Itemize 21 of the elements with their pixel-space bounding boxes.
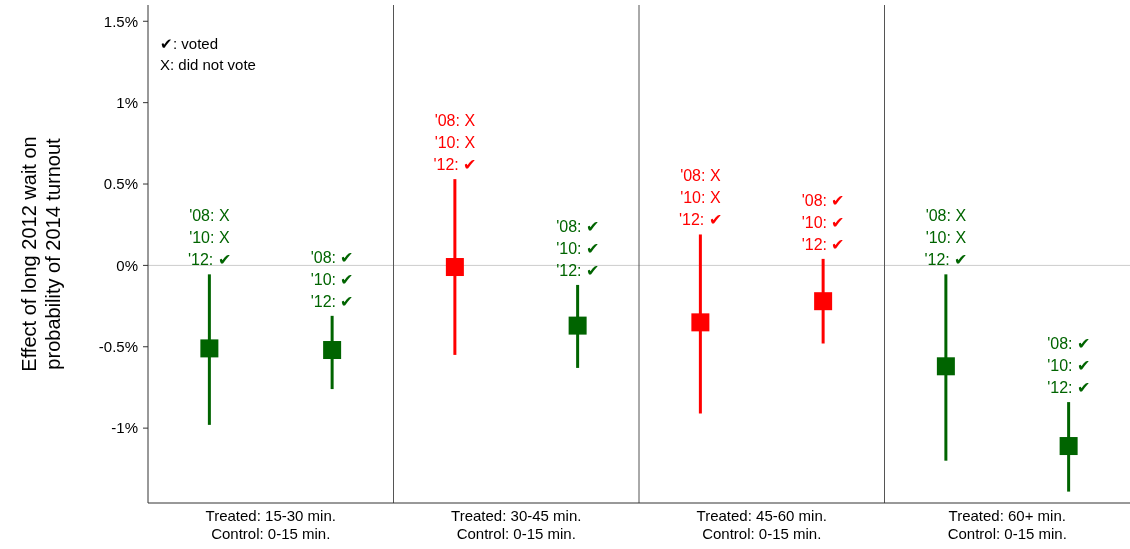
- y-tick-label: 1%: [116, 93, 138, 111]
- x-tick-label: Treated: 15-30 min. Control: 0-15 min.: [205, 507, 336, 542]
- annotation: '08: ✔ '10: ✔ '12: ✔: [556, 217, 599, 279]
- y-axis-title: Effect of long 2012 wait on probability of 2014 turnout: [18, 136, 64, 372]
- y-tick-label: -1%: [111, 419, 138, 437]
- y-tick-label: 0.5%: [103, 175, 138, 193]
- annotation: '08: X '10: X '12: ✔: [188, 207, 231, 269]
- y-tick-label: 1.5%: [103, 12, 138, 30]
- y-tick-label: -0.5%: [98, 338, 138, 356]
- annotation: '08: ✔ '10: ✔ '12: ✔: [310, 248, 354, 310]
- annotation: '08: X '10: X '12: ✔: [433, 112, 477, 174]
- annotation: ✔: voted: [160, 35, 219, 52]
- annotation: '08: X '10: X '12: ✔: [679, 167, 722, 229]
- x-tick-label: Treated: 60+ min. Control: 0-15 min.: [947, 507, 1067, 542]
- annotation: '08: X '10: X '12: ✔: [924, 207, 968, 269]
- annotation: '08: ✔ '10: ✔ '12: ✔: [1047, 335, 1090, 397]
- x-tick-label: Treated: 30-45 min. Control: 0-15 min.: [451, 507, 582, 542]
- annotation: X: did not vote: [160, 56, 256, 73]
- x-tick-label: Treated: 45-60 min. Control: 0-15 min.: [696, 507, 827, 542]
- annotation: '08: ✔ '10: ✔ '12: ✔: [801, 191, 845, 253]
- y-tick-label: 0%: [116, 256, 138, 274]
